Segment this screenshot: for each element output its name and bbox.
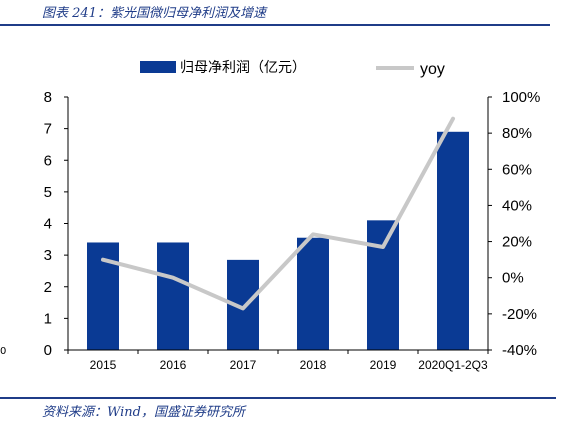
legend-label-line: yoy (420, 61, 445, 78)
left-tick-label: 5 (44, 184, 52, 201)
left-tick-label: 3 (44, 247, 52, 264)
right-tick-label: -40% (502, 342, 537, 359)
left-tick-label: 6 (44, 152, 52, 169)
right-tick-label: 0% (502, 270, 524, 287)
left-tick-label: 7 (44, 121, 52, 138)
x-tick-label: 2015 (90, 358, 117, 372)
legend-swatch-bar (140, 61, 176, 73)
source-note: 资料来源：Wind，国盛证券研究所 (42, 405, 245, 420)
figure-title: 图表 241：紫光国微归母净利润及增速 (42, 6, 266, 21)
x-tick-label: 2017 (230, 358, 257, 372)
x-tick-label: 2018 (300, 358, 327, 372)
right-tick-label: 40% (502, 197, 532, 214)
right-tick-label: 100% (502, 89, 540, 106)
x-tick-label: 2020Q1-2Q3 (418, 358, 488, 372)
x-tick-label: 2016 (160, 358, 187, 372)
bar (367, 220, 399, 350)
legend-label-bar: 归母净利润（亿元） (180, 59, 306, 75)
left-tick-label: 4 (44, 216, 52, 233)
right-tick-label: 60% (502, 161, 532, 178)
bar (437, 131, 469, 350)
bottom-rule (0, 397, 556, 399)
right-tick-label: 20% (502, 234, 532, 251)
edge-mark: 0 (0, 346, 7, 357)
series-line-yoy (101, 116, 455, 311)
top-rule (0, 24, 550, 26)
left-tick-label: 8 (44, 89, 52, 106)
left-tick-label: 0 (44, 342, 52, 359)
chart: 0 1 2 3 4 5 6 7 8 -40% -20% 0% 20% 40% 60% 80% 100% 2015 2… (44, 59, 541, 372)
left-tick-label: 1 (44, 310, 52, 327)
x-tick-label: 2019 (370, 358, 397, 372)
bar (157, 242, 189, 350)
right-tick-label: 80% (502, 125, 532, 142)
right-tick-label: -20% (502, 306, 537, 323)
bar (297, 237, 329, 350)
left-tick-label: 2 (44, 279, 52, 296)
